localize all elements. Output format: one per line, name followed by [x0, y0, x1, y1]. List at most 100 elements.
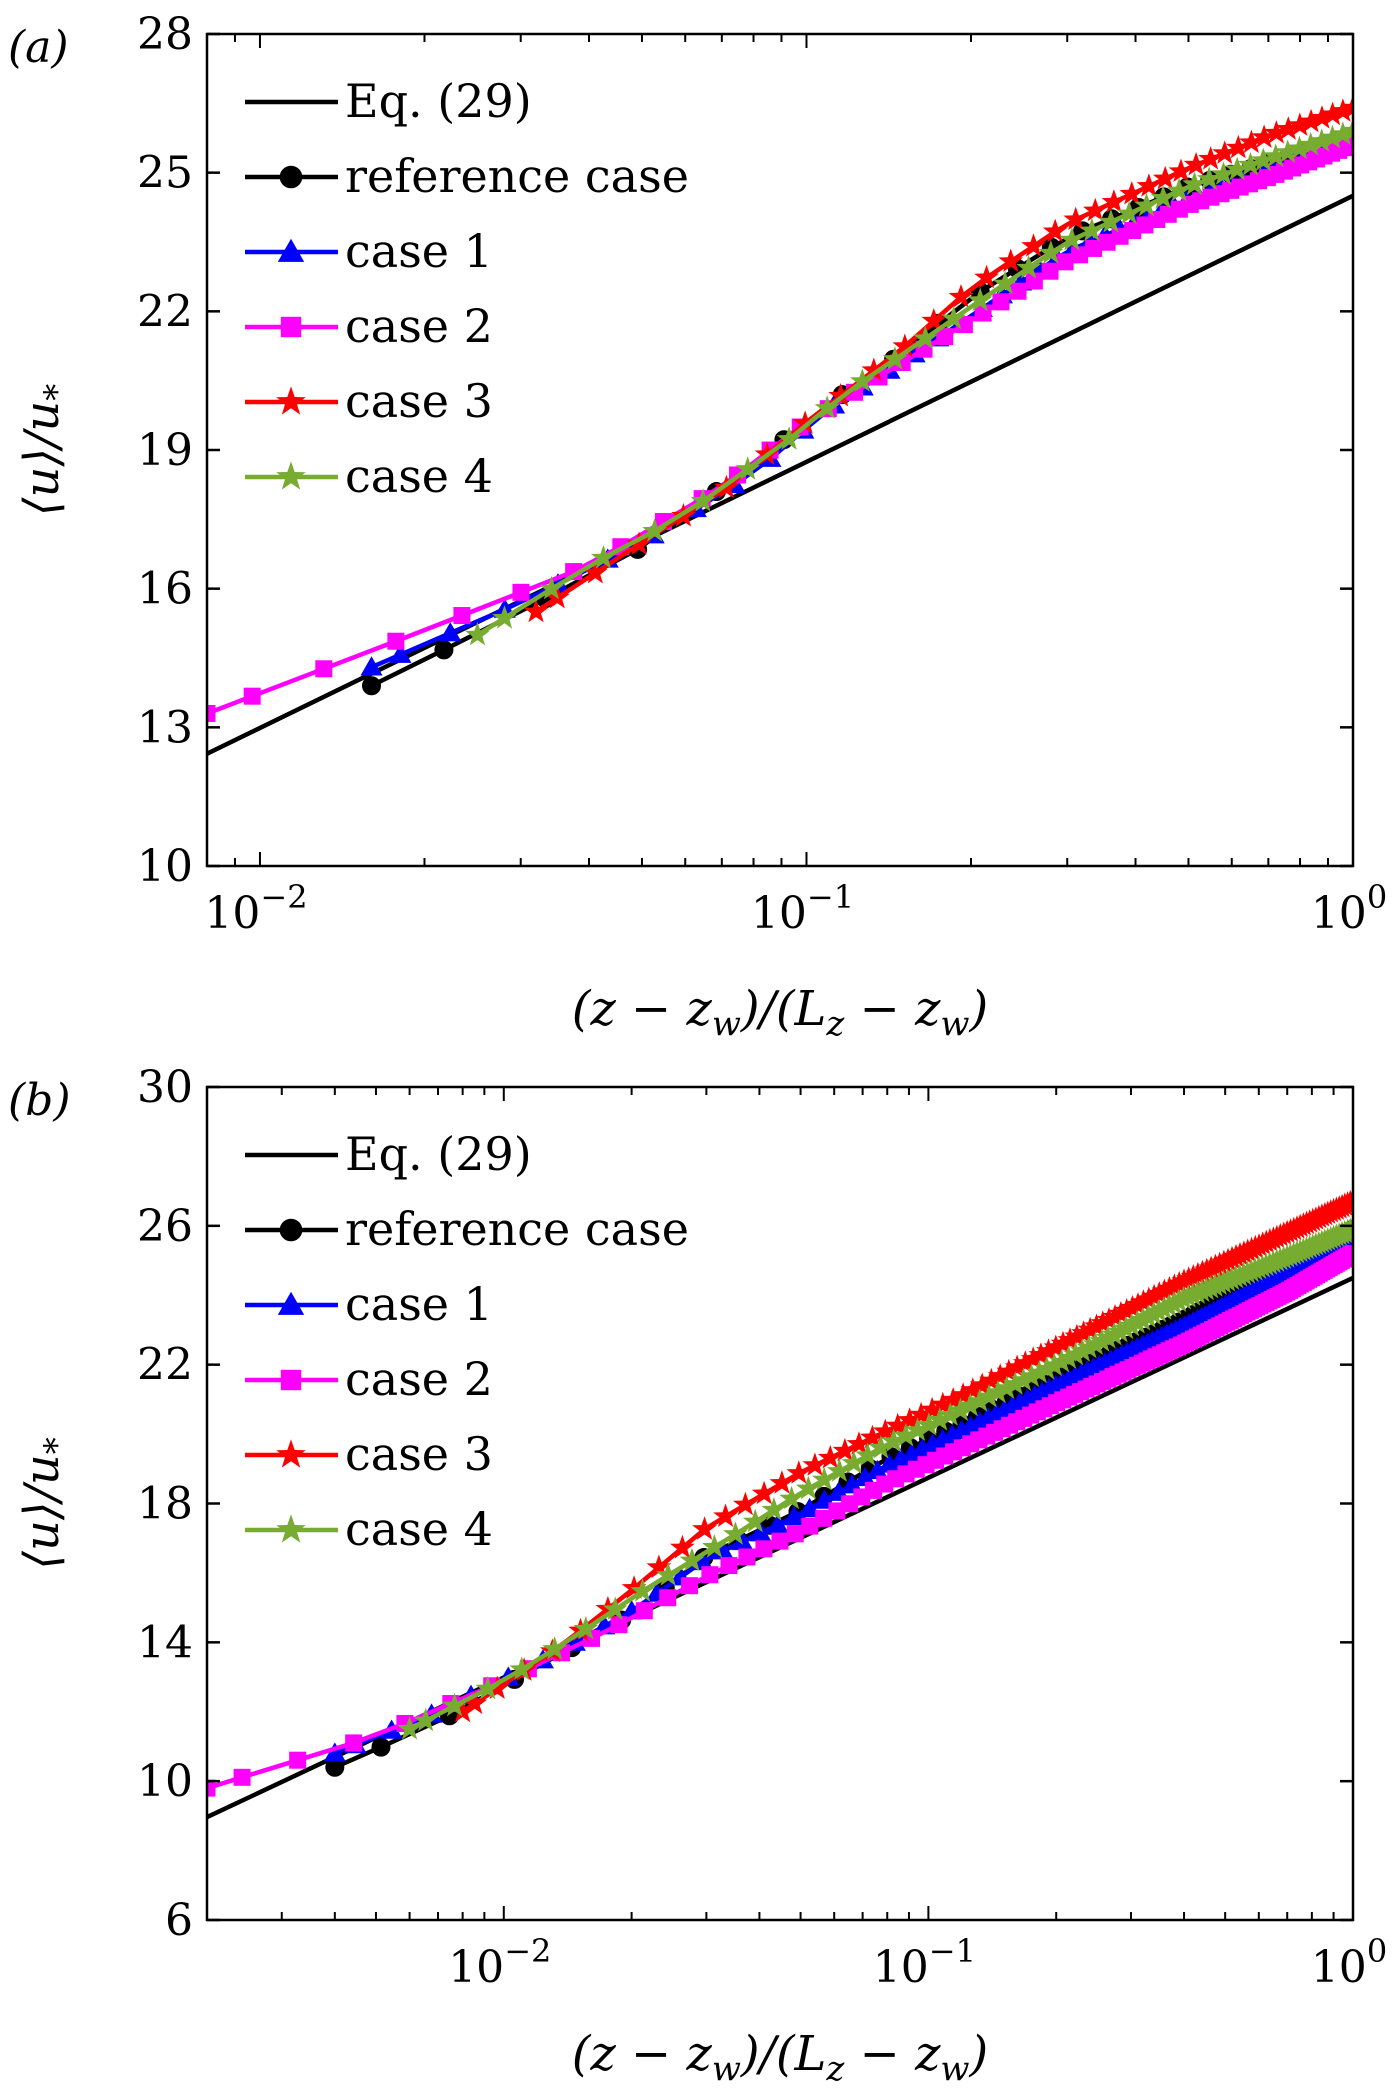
- data-point: [1108, 1300, 1134, 1325]
- data-point: [1168, 158, 1194, 182]
- legend-entry: Eq. (29): [245, 74, 532, 128]
- data-point: [1150, 185, 1176, 209]
- data-point: [1025, 272, 1043, 290]
- data-point: [523, 598, 549, 623]
- data-point: [465, 621, 490, 646]
- legend-label: case 1: [345, 1277, 493, 1331]
- data-point: [1004, 1354, 1030, 1378]
- y-tick-label: 30: [137, 1062, 193, 1113]
- legend-label: case 2: [345, 299, 493, 353]
- data-point: [751, 1480, 777, 1505]
- data-point: [996, 1358, 1022, 1383]
- data-point: [1098, 233, 1116, 251]
- data-point: [1095, 1325, 1121, 1349]
- x-axis-label: (z − zw)/(Lz − zw): [572, 981, 988, 1044]
- data-point: [1056, 1345, 1081, 1369]
- data-point: [885, 1412, 910, 1437]
- data-point: [967, 1388, 993, 1412]
- data-point: [1275, 139, 1301, 163]
- data-point: [955, 316, 973, 334]
- data-point: [475, 1675, 501, 1700]
- data-point: [1070, 1338, 1095, 1362]
- data-point: [1225, 134, 1251, 159]
- data-point: [832, 1437, 858, 1462]
- data-point: [919, 1396, 945, 1421]
- legend-entry: case 1: [245, 1277, 493, 1331]
- data-point: [1250, 147, 1276, 172]
- data-point: [1130, 1307, 1155, 1331]
- legend: Eq. (29) reference case case 1 case 2 case 3…: [245, 74, 689, 503]
- data-point: [512, 583, 530, 601]
- legend-entry: case 3: [245, 1427, 493, 1481]
- data-point: [987, 1363, 1013, 1387]
- data-point: [841, 1450, 867, 1474]
- data-point: [937, 1402, 963, 1426]
- data-point: [1079, 217, 1105, 242]
- data-point: [802, 1452, 828, 1476]
- data-point: [1102, 1304, 1128, 1328]
- legend-entry: reference case: [245, 1202, 689, 1256]
- data-point: [735, 456, 761, 480]
- data-point: [1131, 1289, 1156, 1313]
- data-point: [1021, 233, 1046, 257]
- data-point: [1057, 1327, 1083, 1351]
- data-point: [701, 1566, 719, 1584]
- data-point: [948, 284, 974, 308]
- data-point: [207, 1779, 216, 1797]
- data-point: [720, 1557, 738, 1575]
- data-point: [1136, 173, 1162, 197]
- data-point: [413, 1707, 438, 1732]
- data-point: [969, 1372, 995, 1396]
- data-point: [733, 1491, 758, 1516]
- panel-label: (b): [8, 1075, 71, 1126]
- legend-entry: case 2: [245, 299, 493, 353]
- data-point: [941, 305, 966, 330]
- data-point: [1114, 1298, 1139, 1322]
- data-point: [921, 308, 947, 332]
- y-tick-label: 14: [137, 1617, 193, 1668]
- data-point: [916, 1412, 942, 1436]
- data-point: [913, 325, 938, 350]
- data-point: [1340, 118, 1353, 142]
- data-point: [905, 1417, 930, 1441]
- data-point: [360, 656, 383, 676]
- series-2: [360, 129, 1353, 676]
- panel-b: 6 10 14 18 22 26 30 10−2 10−1 100 (z − zw)/(Lz − z…: [8, 1062, 1387, 2089]
- data-point: [1050, 1330, 1076, 1355]
- data-point: [1038, 240, 1064, 264]
- data-point: [872, 1418, 898, 1443]
- data-point: [897, 1407, 922, 1431]
- data-point: [908, 1401, 934, 1426]
- legend-label: case 3: [345, 1427, 493, 1481]
- data-point: [827, 1458, 852, 1482]
- y-tick-label: 28: [137, 9, 193, 60]
- y-tick-label: 6: [165, 1895, 193, 1946]
- data-point: [1224, 156, 1250, 181]
- data-point: [1134, 192, 1159, 217]
- data-point: [1084, 1313, 1109, 1337]
- data-point: [681, 1577, 699, 1595]
- data-point: [815, 1509, 833, 1527]
- data-point: [679, 1547, 705, 1572]
- data-point: [1009, 282, 1027, 300]
- data-point: [630, 1578, 655, 1602]
- data-point: [492, 605, 517, 629]
- y-axis-label: ⟨u⟩/u*: [14, 1437, 77, 1569]
- data-point: [1320, 124, 1345, 149]
- data-point: [1034, 1356, 1060, 1380]
- data-point: [484, 1675, 510, 1699]
- data-point: [749, 1522, 772, 1542]
- data-point: [868, 1435, 894, 1459]
- data-point: [1043, 1334, 1069, 1358]
- data-point: [1090, 1310, 1116, 1334]
- data-point: [994, 1375, 1020, 1399]
- data-point: [509, 1656, 535, 1680]
- data-point: [711, 1540, 734, 1560]
- legend-entry: case 3: [245, 374, 493, 428]
- data-point: [801, 1517, 819, 1535]
- legend-label: case 4: [345, 1502, 493, 1556]
- data-point: [362, 676, 382, 696]
- data-point: [642, 518, 667, 542]
- data-point: [702, 1534, 727, 1558]
- data-point: [1251, 124, 1277, 148]
